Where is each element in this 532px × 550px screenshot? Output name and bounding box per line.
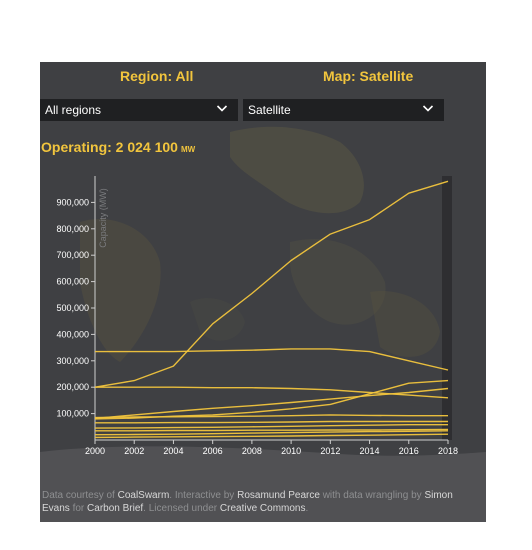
x-tick-label: 2000 <box>85 446 105 456</box>
map-title: Map: Satellite <box>323 68 414 84</box>
credits-text: . <box>305 503 309 514</box>
y-tick-label: 500,000 <box>56 303 89 313</box>
coalswarm-link[interactable]: CoalSwarm <box>117 490 170 501</box>
credits-text: for <box>69 503 88 514</box>
x-tick-label: 2008 <box>242 446 262 456</box>
series-line-8[interactable] <box>94 423 448 429</box>
series-line-2[interactable] <box>95 348 449 371</box>
y-tick-label: 600,000 <box>56 277 89 287</box>
region-title: Region: All <box>120 68 194 84</box>
series-line-3[interactable] <box>95 386 449 399</box>
creative-commons-link[interactable]: Creative Commons <box>219 503 306 514</box>
y-axis-label: Capacity (MW) <box>98 188 108 248</box>
carbon-brief-link[interactable]: Carbon Brief <box>87 503 144 514</box>
y-tick-label: 100,000 <box>56 409 89 419</box>
x-tick-label: 2014 <box>360 446 380 456</box>
rosamund-pearce-link[interactable]: Rosamund Pearce <box>237 490 320 501</box>
operating-capacity: Operating: 2 024 100 MW <box>41 139 195 155</box>
x-tick-label: 2016 <box>399 446 419 456</box>
chart-right-scrollbar <box>442 176 452 440</box>
panel-headers: Region: All Map: Satellite <box>40 68 486 90</box>
x-tick-label: 2004 <box>163 446 183 456</box>
operating-label: Operating: 2 024 100 <box>41 139 178 155</box>
y-tick-label: 900,000 <box>56 197 89 207</box>
chevron-down-icon <box>422 105 434 112</box>
series-line-10[interactable] <box>94 430 449 436</box>
map-dropdown[interactable]: Satellite <box>243 99 444 121</box>
region-dropdown-value: All regions <box>45 103 102 117</box>
y-tick-label: 400,000 <box>56 329 89 339</box>
x-tick-label: 2018 <box>438 446 458 456</box>
series-line-7[interactable] <box>95 420 448 424</box>
series-line-6[interactable] <box>94 414 448 419</box>
series-line-5[interactable] <box>94 387 449 420</box>
capacity-line-chart: 100,000 200,000 300,000 400,000 500,000 600,0… <box>56 176 458 456</box>
series-line-9[interactable] <box>95 428 449 432</box>
operating-unit: MW <box>180 145 196 154</box>
region-dropdown[interactable]: All regions <box>40 99 238 121</box>
x-tick-label: 2002 <box>124 446 144 456</box>
y-tick-label: 700,000 <box>56 250 89 260</box>
y-tick-label: 800,000 <box>56 224 89 234</box>
map-dropdown-value: Satellite <box>248 103 291 117</box>
chevron-down-icon <box>216 105 228 112</box>
credits-text: with data wrangling by <box>319 490 425 501</box>
x-tick-label: 2010 <box>281 446 301 456</box>
series-line-11[interactable] <box>94 433 449 439</box>
x-tick-label: 2012 <box>320 446 340 456</box>
series-line-1[interactable] <box>94 180 449 388</box>
y-tick-label: 200,000 <box>56 382 89 392</box>
credits-text: . Interactive by <box>169 490 238 501</box>
simon-evans-link[interactable]: Simon Evans <box>42 490 453 514</box>
x-tick-label: 2006 <box>203 446 223 456</box>
y-tick-label: 300,000 <box>56 356 89 366</box>
credits-text: Data courtesy of <box>42 490 118 501</box>
credits-text: . Licensed under <box>143 503 220 514</box>
map-panel: Region: All Map: Satellite All regions S… <box>40 62 486 522</box>
footer-credits: Data courtesy of CoalSwarm. Interactive … <box>42 489 482 515</box>
